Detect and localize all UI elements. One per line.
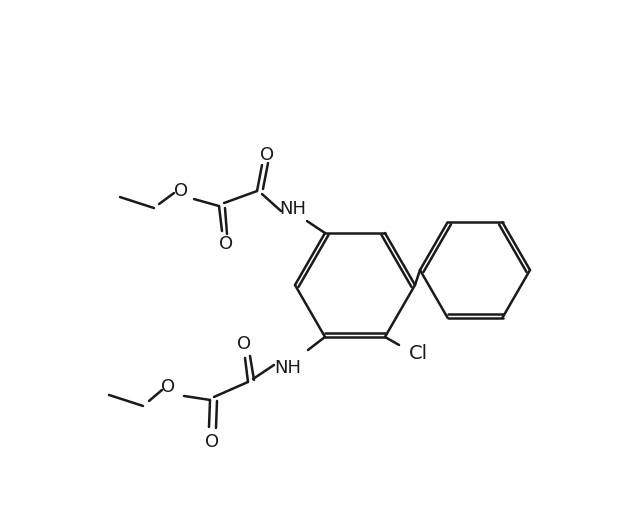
Text: Cl: Cl: [408, 345, 428, 363]
Text: O: O: [260, 146, 274, 164]
Text: O: O: [237, 335, 251, 353]
Text: O: O: [219, 235, 233, 253]
Text: O: O: [205, 433, 219, 451]
Text: NH: NH: [275, 359, 301, 377]
Text: O: O: [174, 182, 188, 200]
Text: O: O: [161, 378, 175, 396]
Text: NH: NH: [280, 200, 307, 218]
